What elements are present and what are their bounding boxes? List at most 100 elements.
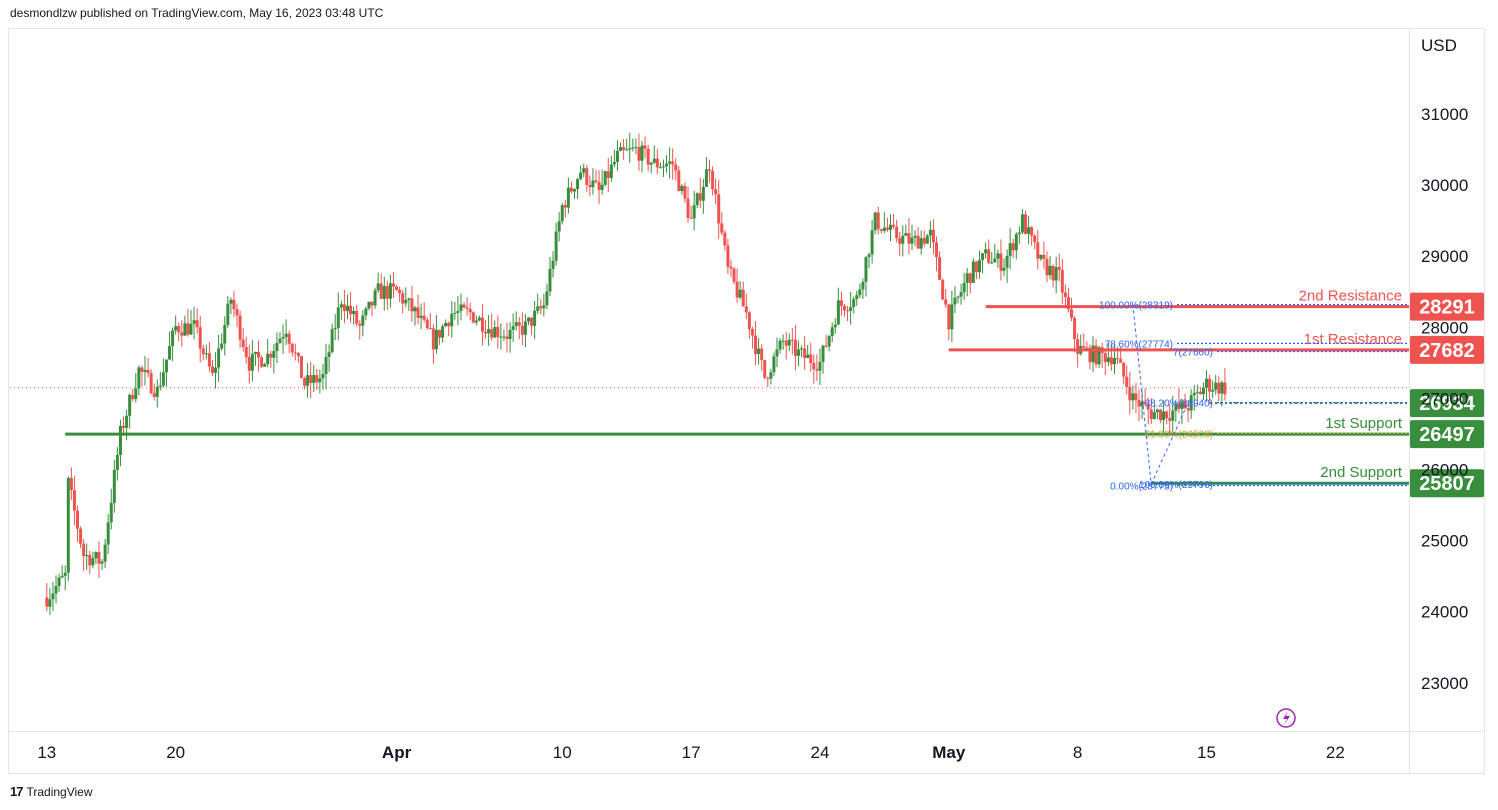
candle-body bbox=[128, 394, 132, 416]
candle-body bbox=[152, 393, 156, 397]
candle-body bbox=[312, 375, 316, 383]
fib-label: 38.20%(26940) bbox=[1145, 399, 1213, 410]
candle-body bbox=[232, 299, 236, 310]
candle-body bbox=[161, 372, 165, 386]
candle-body bbox=[542, 305, 546, 309]
candle-body bbox=[1168, 418, 1172, 421]
candle-body bbox=[174, 326, 178, 331]
candle-body bbox=[766, 377, 770, 379]
footer-brand[interactable]: 17 TradingView bbox=[10, 784, 93, 799]
candle-body bbox=[839, 300, 843, 306]
candle-body bbox=[815, 369, 819, 371]
candle-body bbox=[404, 300, 408, 304]
candle-body bbox=[177, 326, 181, 333]
candle-body bbox=[1201, 387, 1205, 395]
candle-body bbox=[272, 351, 276, 358]
candle-body bbox=[318, 378, 322, 383]
candle-body bbox=[66, 478, 70, 573]
candle-body bbox=[612, 161, 616, 165]
candle-body bbox=[763, 360, 767, 378]
candle-body bbox=[471, 312, 475, 323]
candle-body bbox=[201, 348, 205, 355]
candle-body bbox=[490, 329, 494, 338]
candle-body bbox=[143, 369, 147, 372]
candle-body bbox=[827, 336, 831, 347]
candle-body bbox=[1180, 401, 1184, 409]
candle-body bbox=[655, 158, 659, 168]
candle-body bbox=[800, 348, 804, 350]
candle-body bbox=[361, 315, 365, 326]
candle-body bbox=[1155, 409, 1159, 413]
candle-body bbox=[1146, 404, 1150, 410]
candle-body bbox=[146, 369, 150, 374]
level-name-label: 1st Resistance bbox=[1304, 331, 1402, 348]
candle-body bbox=[781, 340, 785, 342]
candle-body bbox=[364, 308, 368, 316]
candle-body bbox=[45, 597, 49, 607]
tradingview-logo-icon: 17 bbox=[10, 784, 24, 799]
y-tick-label: 29000 bbox=[1421, 247, 1468, 266]
candle-body bbox=[1020, 214, 1024, 233]
candle-body bbox=[892, 224, 896, 227]
candle-body bbox=[1162, 411, 1166, 421]
candle-body bbox=[842, 305, 846, 311]
candle-body bbox=[1048, 265, 1052, 276]
y-tick-label: 28000 bbox=[1421, 318, 1468, 337]
candle-body bbox=[520, 325, 524, 335]
candle-body bbox=[689, 217, 693, 219]
brand-label: TradingView bbox=[26, 784, 93, 799]
candle-body bbox=[818, 361, 822, 371]
level-price-label: 26497 bbox=[1419, 424, 1475, 446]
candle-body bbox=[560, 205, 564, 222]
candle-body bbox=[413, 307, 417, 312]
candle-body bbox=[137, 367, 141, 389]
candle-body bbox=[1024, 214, 1028, 234]
candle-body bbox=[674, 164, 678, 171]
candle-body bbox=[195, 320, 199, 328]
candle-body bbox=[953, 297, 957, 305]
x-tick-label: 20 bbox=[166, 743, 185, 762]
level-name-label: 1st Support bbox=[1325, 415, 1403, 432]
candle-body bbox=[812, 363, 816, 370]
candle-body bbox=[192, 320, 196, 324]
candle-body bbox=[1112, 358, 1116, 365]
candle-body bbox=[253, 351, 257, 354]
candle-body bbox=[533, 310, 537, 326]
candle-body bbox=[410, 298, 414, 312]
candle-body bbox=[91, 558, 95, 566]
candle-body bbox=[106, 522, 110, 545]
candle-body bbox=[60, 575, 64, 578]
candle-body bbox=[1217, 382, 1221, 394]
candle-body bbox=[821, 345, 825, 362]
candle-body bbox=[665, 163, 669, 167]
candle-body bbox=[833, 324, 837, 328]
candle-body bbox=[306, 375, 310, 386]
candle-body bbox=[263, 364, 267, 367]
candle-body bbox=[720, 223, 724, 233]
candle-body bbox=[48, 599, 52, 607]
fib-label: 78.60%(27774) bbox=[1105, 339, 1173, 350]
candle-body bbox=[278, 338, 282, 343]
candle-body bbox=[1091, 345, 1095, 363]
candle-body bbox=[517, 322, 521, 326]
candle-body bbox=[1045, 259, 1049, 276]
candle-body bbox=[171, 330, 175, 347]
candle-body bbox=[793, 339, 797, 356]
candle-body bbox=[355, 310, 359, 324]
candle-body bbox=[241, 339, 245, 348]
level-price-label: 27682 bbox=[1419, 340, 1475, 362]
y-tick-label: 23000 bbox=[1421, 674, 1468, 693]
candle-body bbox=[858, 289, 862, 296]
candle-body bbox=[938, 257, 942, 280]
candle-body bbox=[545, 291, 549, 306]
candle-body bbox=[711, 170, 715, 190]
candle-body bbox=[895, 226, 899, 239]
candle-body bbox=[1186, 408, 1190, 411]
candle-body bbox=[462, 304, 466, 308]
candle-body bbox=[615, 150, 619, 162]
candle-body bbox=[333, 327, 337, 330]
candle-body bbox=[809, 354, 813, 364]
candle-body bbox=[434, 329, 438, 350]
candle-body bbox=[898, 238, 902, 244]
